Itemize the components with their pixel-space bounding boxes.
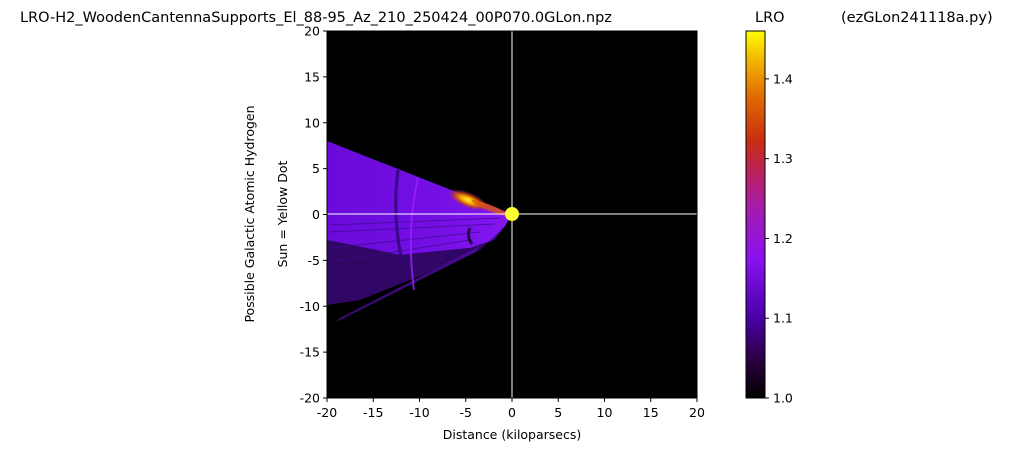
x-tick-label: 0 bbox=[508, 405, 516, 420]
colorbar-gradient bbox=[745, 30, 766, 399]
colorbar-tick-label: 1.2 bbox=[773, 231, 793, 246]
x-tick-label: 15 bbox=[643, 405, 659, 420]
emission-lower-fan bbox=[327, 226, 505, 305]
emission-arc-1 bbox=[394, 169, 404, 263]
emission-arc-3 bbox=[466, 227, 474, 245]
x-axis-ticks: -20 -15 -10 -5 0 5 10 15 20 bbox=[317, 398, 705, 420]
y-tick-label: -5 bbox=[308, 253, 320, 268]
colorbar-ticks: 1.0 1.1 1.2 1.3 1.4 bbox=[765, 71, 793, 406]
y-axis-ticks: 20 15 10 5 0 -5 -10 -15 -20 bbox=[300, 24, 327, 406]
emission-wedge bbox=[327, 141, 512, 255]
x-tick-label: -15 bbox=[363, 405, 383, 420]
x-tick-label: 10 bbox=[597, 405, 613, 420]
x-tick-label: 5 bbox=[554, 405, 562, 420]
y-axis-label-line1: Possible Galactic Atomic Hydrogen bbox=[242, 105, 257, 322]
colorbar-tick-label: 1.3 bbox=[773, 151, 793, 166]
colorbar: 1.0 1.1 1.2 1.3 1.4 bbox=[745, 30, 793, 406]
y-tick-label: 15 bbox=[304, 69, 320, 84]
y-axis-label-line2: Sun = Yellow Dot bbox=[275, 160, 290, 267]
y-tick-label: 10 bbox=[304, 115, 320, 130]
sun-dot bbox=[505, 207, 519, 221]
x-axis-label: Distance (kiloparsecs) bbox=[443, 427, 582, 442]
plot-area bbox=[326, 30, 698, 399]
x-tick-label: -5 bbox=[460, 405, 472, 420]
y-tick-label: -15 bbox=[300, 345, 320, 360]
y-tick-label: 5 bbox=[312, 161, 320, 176]
emission-warm-streak bbox=[471, 200, 509, 216]
script-title: (ezGLon241118a.py) bbox=[841, 10, 993, 26]
emission-layer bbox=[327, 141, 512, 322]
x-tick-label: -10 bbox=[409, 405, 429, 420]
y-tick-label: -10 bbox=[300, 299, 320, 314]
emission-lower-streak bbox=[336, 246, 480, 322]
y-tick-label: -20 bbox=[300, 391, 320, 406]
y-tick-label: 0 bbox=[312, 207, 320, 222]
chart-title: LRO-H2_WoodenCantennaSupports_El_88-95_A… bbox=[20, 10, 612, 26]
emission-arc-2 bbox=[409, 177, 419, 291]
x-tick-label: 20 bbox=[689, 405, 705, 420]
y-tick-label: 20 bbox=[304, 24, 320, 39]
colorbar-tick-label: 1.0 bbox=[773, 391, 793, 406]
colorbar-title: LRO bbox=[755, 10, 785, 26]
x-tick-label: -20 bbox=[317, 405, 337, 420]
colorbar-tick-label: 1.1 bbox=[773, 311, 793, 326]
colorbar-tick-label: 1.4 bbox=[773, 71, 793, 86]
